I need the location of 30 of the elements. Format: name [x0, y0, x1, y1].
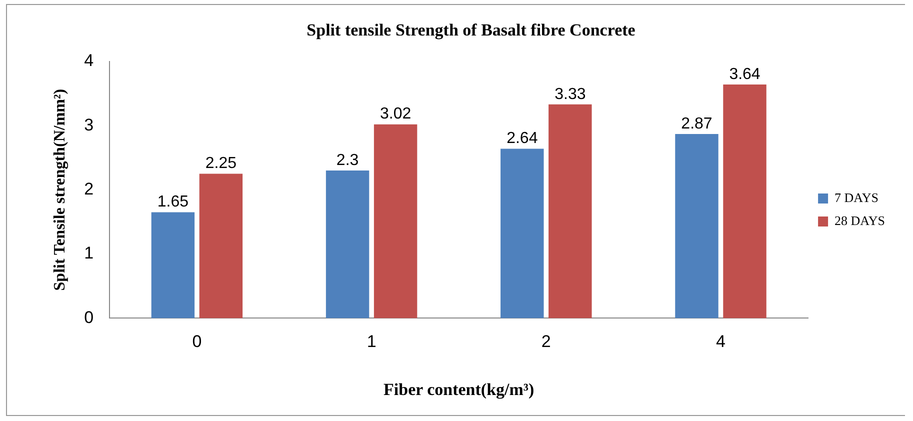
bar: [326, 170, 370, 318]
y-tick-label: 4: [84, 51, 94, 70]
data-label: 2.3: [336, 152, 359, 169]
chart-title: Split tensile Strength of Basalt fibre Concrete: [306, 20, 636, 40]
bar: [500, 148, 544, 318]
data-label: 2.25: [205, 155, 237, 172]
bar: [199, 174, 243, 318]
x-tick-label: 0: [192, 332, 202, 352]
x-tick-label: 4: [716, 332, 726, 352]
y-axis-title: Split Tensile strength(N/mm²): [52, 88, 69, 291]
bar: [151, 212, 195, 318]
y-tick-label: 1: [84, 244, 94, 263]
x-tick-label: 1: [366, 332, 376, 352]
y-tick-label: 2: [84, 179, 94, 198]
bar: [374, 124, 418, 318]
legend-label: 28 DAYS: [834, 212, 885, 228]
data-label: 3.33: [554, 86, 586, 103]
data-label: 3.64: [729, 66, 760, 83]
legend-label: 7 DAYS: [834, 190, 878, 205]
y-tick-label: 0: [84, 308, 94, 327]
x-axis-title: Fiber content(kg/m³): [384, 380, 534, 400]
bar: [548, 104, 592, 318]
y-tick-label: 3: [84, 115, 94, 134]
bar: [723, 84, 766, 318]
data-label: 2.87: [681, 115, 712, 132]
data-label: 3.02: [380, 106, 412, 123]
bar: [675, 134, 718, 318]
data-label: 2.64: [506, 130, 538, 148]
x-tick-label: 2: [541, 332, 551, 352]
data-label: 1.65: [157, 194, 189, 211]
